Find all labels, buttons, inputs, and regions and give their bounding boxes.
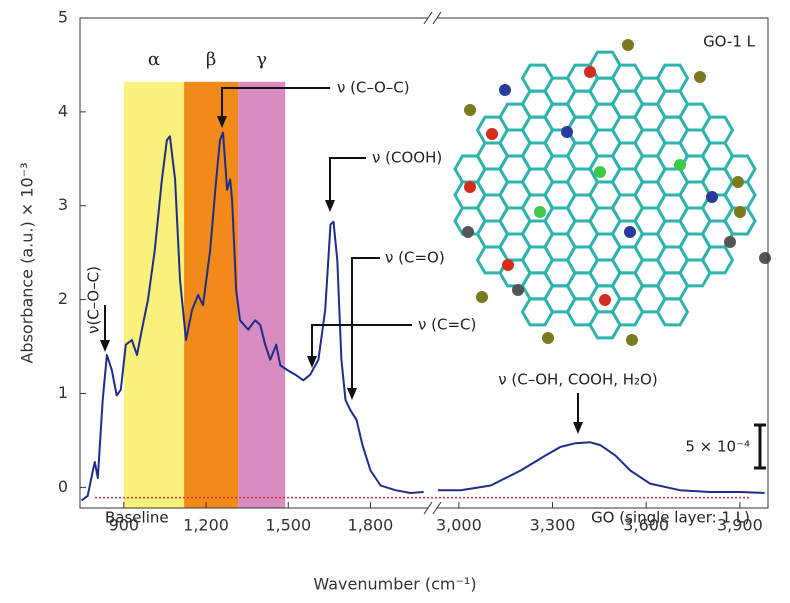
y-tick-label: 5 [58, 8, 68, 27]
atom [462, 226, 474, 238]
annotation: ν (C=C) [418, 316, 476, 334]
arrow-head [573, 422, 583, 434]
atom [584, 66, 596, 78]
hexagon [658, 299, 688, 325]
atom [694, 71, 706, 83]
atom [464, 104, 476, 116]
atom [486, 128, 498, 140]
band-label: γ [256, 49, 267, 70]
atom [732, 176, 744, 188]
x-tick-label: 3,900 [717, 516, 763, 535]
molecule-illustration [455, 39, 771, 346]
y-tick-label: 2 [58, 289, 68, 308]
atom [542, 332, 554, 344]
annotation: ν (C=O) [385, 249, 445, 267]
y-tick-label: 0 [58, 477, 68, 496]
atom [502, 259, 514, 271]
arrow-head [325, 200, 335, 212]
atom [674, 159, 686, 171]
y-tick-label: 4 [58, 101, 68, 120]
atom [499, 84, 511, 96]
chart: Wavenumber (cm⁻¹) Absorbance (a.u.) × 10… [0, 0, 790, 603]
band [238, 82, 285, 508]
arrow-head [100, 340, 110, 352]
atom [512, 284, 524, 296]
atom [734, 206, 746, 218]
scale-bar-label: 5 × 10⁻⁴ [685, 438, 750, 456]
x-tick-label: 3,000 [436, 516, 482, 535]
atom [759, 252, 771, 264]
y-axis-title: Absorbance (a.u.) × 10⁻³ [18, 162, 37, 363]
hexagon [703, 247, 733, 273]
y-tick-label: 3 [58, 195, 68, 214]
hexagon [703, 117, 733, 143]
atom [624, 226, 636, 238]
atom [534, 206, 546, 218]
annotation: ν (C–OH, COOH, H₂O) [498, 371, 657, 389]
panel-label: GO-1 L [703, 33, 756, 51]
atom [594, 166, 606, 178]
x-tick-label: 1,800 [348, 516, 394, 535]
arrow-head [347, 388, 357, 400]
annotation: ν (C–O–C) [337, 79, 410, 97]
atom [561, 126, 573, 138]
band-label: β [206, 49, 216, 70]
hexagon [658, 65, 688, 91]
x-tick-label: 1,200 [183, 516, 229, 535]
arrow-line [312, 325, 412, 358]
y-tick-label: 1 [58, 383, 68, 402]
atom [464, 181, 476, 193]
atom [706, 191, 718, 203]
x-tick-label: 900 [109, 516, 140, 535]
atom [626, 334, 638, 346]
atom [476, 291, 488, 303]
x-tick-label: 3,300 [530, 516, 576, 535]
atom [622, 39, 634, 51]
arrow-line [330, 158, 366, 202]
x-tick-label: 1,500 [265, 516, 311, 535]
atom [599, 294, 611, 306]
atom [724, 236, 736, 248]
x-axis-title: Wavenumber (cm⁻¹) [313, 575, 476, 594]
annotation: ν (COOH) [372, 149, 442, 167]
x-tick-label: 3,600 [623, 516, 669, 535]
band [184, 82, 238, 508]
band-label: α [148, 49, 160, 70]
band [124, 82, 184, 508]
annotation: ν(C–O–C) [85, 266, 103, 334]
